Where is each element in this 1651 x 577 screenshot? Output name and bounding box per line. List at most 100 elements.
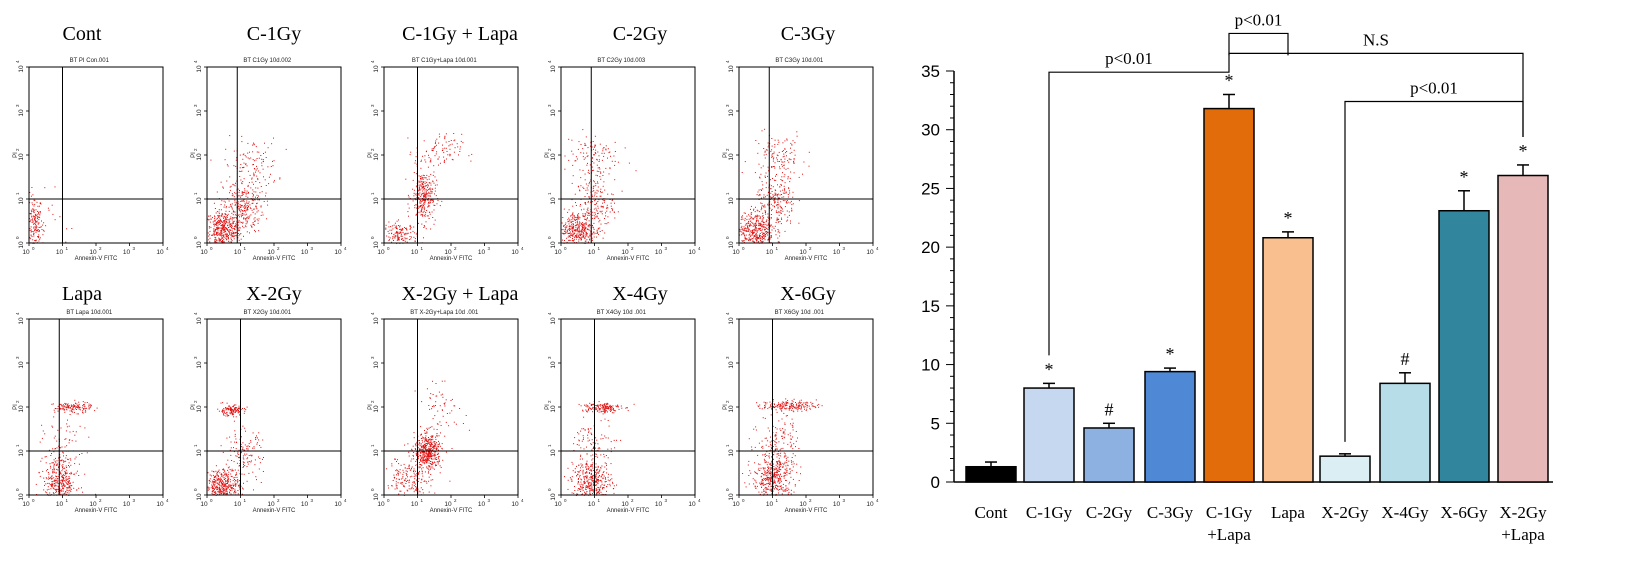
scatter-point: [588, 236, 590, 238]
scatter-point: [761, 221, 763, 223]
scatter-point: [234, 488, 236, 490]
scatter-point: [583, 236, 584, 238]
scatter-point: [238, 235, 240, 237]
scatter-point: [225, 218, 227, 220]
scatter-point: [211, 492, 213, 494]
scatter-point: [572, 231, 574, 233]
scatter-point: [218, 239, 220, 241]
scatter-point: [421, 188, 423, 190]
scatter-point: [421, 401, 423, 403]
scatter-point: [744, 238, 746, 240]
scatter-point: [779, 166, 780, 168]
scatter-point: [597, 201, 599, 202]
scatter-point: [776, 218, 778, 220]
scatter-point: [218, 216, 220, 218]
scatter-point: [596, 230, 598, 232]
scatter-point: [780, 210, 782, 212]
scatter-point: [415, 214, 417, 216]
scatter-point: [231, 412, 233, 414]
scatter-point: [575, 228, 577, 230]
scatter-point: [567, 233, 569, 235]
scatter-point: [428, 182, 430, 184]
scatter-point: [66, 489, 68, 491]
scatter-point: [219, 232, 221, 234]
scatter-point: [576, 236, 578, 238]
scatter-point: [577, 236, 579, 238]
scatter-point: [395, 470, 397, 472]
scatter-point: [63, 455, 64, 457]
scatter-point: [571, 214, 573, 216]
scatter-point: [389, 229, 391, 231]
scatter-point: [214, 215, 215, 217]
scatter-point: [759, 216, 761, 218]
scatter-point: [408, 464, 410, 466]
scatter-point: [749, 240, 751, 241]
x-tick-exponent: 2: [631, 246, 634, 251]
scatter-point: [406, 237, 408, 239]
scatter-point: [398, 471, 400, 472]
scatter-point: [254, 229, 255, 231]
scatter-point: [607, 216, 609, 218]
scatter-point: [218, 489, 220, 491]
scatter-point: [413, 172, 415, 173]
scatter-point: [770, 214, 772, 215]
scatter-point: [399, 472, 401, 474]
scatter-point: [62, 408, 64, 410]
scatter-point: [235, 408, 237, 410]
scatter-point: [230, 232, 232, 234]
scatter-point: [257, 187, 259, 189]
scatter-point: [423, 452, 424, 454]
scatter-point: [563, 225, 564, 227]
scatter-point: [760, 173, 762, 175]
scatter-point: [237, 410, 239, 411]
scatter-point: [38, 229, 40, 231]
scatter-point: [592, 226, 594, 228]
scatter-point: [388, 226, 390, 228]
scatter-point: [240, 233, 242, 234]
scatter-point: [754, 216, 756, 218]
scatter-point: [587, 200, 589, 202]
y-tick-label-group: 100: [193, 488, 203, 501]
scatter-point: [248, 158, 250, 160]
scatter-point: [41, 437, 43, 439]
scatter-point: [578, 213, 580, 215]
scatter-point: [29, 236, 31, 238]
scatter-point: [58, 457, 59, 459]
scatter-point: [68, 462, 70, 464]
scatter-point: [212, 493, 214, 495]
scatter-point: [51, 484, 52, 486]
scatter-point: [403, 463, 405, 465]
scatter-point: [445, 399, 447, 401]
scatter-point: [783, 153, 785, 155]
scatter-point: [233, 411, 235, 413]
scatter-point: [452, 159, 454, 161]
scatter-point: [427, 215, 429, 217]
scatter-point: [577, 217, 579, 219]
scatter-point: [224, 412, 225, 414]
scatter-point: [59, 408, 61, 410]
scatter-point: [235, 404, 237, 406]
y-tick-exponent: 4: [547, 60, 552, 63]
scatter-point: [777, 237, 779, 239]
scatter-point: [565, 226, 567, 228]
scatter-point: [231, 234, 233, 236]
scatter-point: [38, 216, 40, 218]
scatter-point: [762, 165, 764, 167]
scatter-point: [770, 197, 772, 199]
scatter-point: [243, 473, 245, 475]
scatter-point: [223, 485, 225, 486]
scatter-point: [43, 477, 45, 479]
scatter-point: [393, 240, 394, 241]
scatter-point: [433, 200, 434, 202]
scatter-point: [33, 223, 34, 225]
scatter-point: [60, 473, 62, 475]
scatter-point: [426, 193, 428, 195]
scatter-point: [426, 195, 428, 197]
scatter-point: [761, 130, 763, 132]
scatter-point: [246, 445, 248, 447]
scatter-point: [760, 235, 762, 237]
x-tick-exponent: 2: [277, 246, 280, 251]
scatter-point: [208, 239, 210, 241]
panel-title: X-4Gy: [612, 283, 668, 305]
scatter-point: [54, 448, 56, 450]
